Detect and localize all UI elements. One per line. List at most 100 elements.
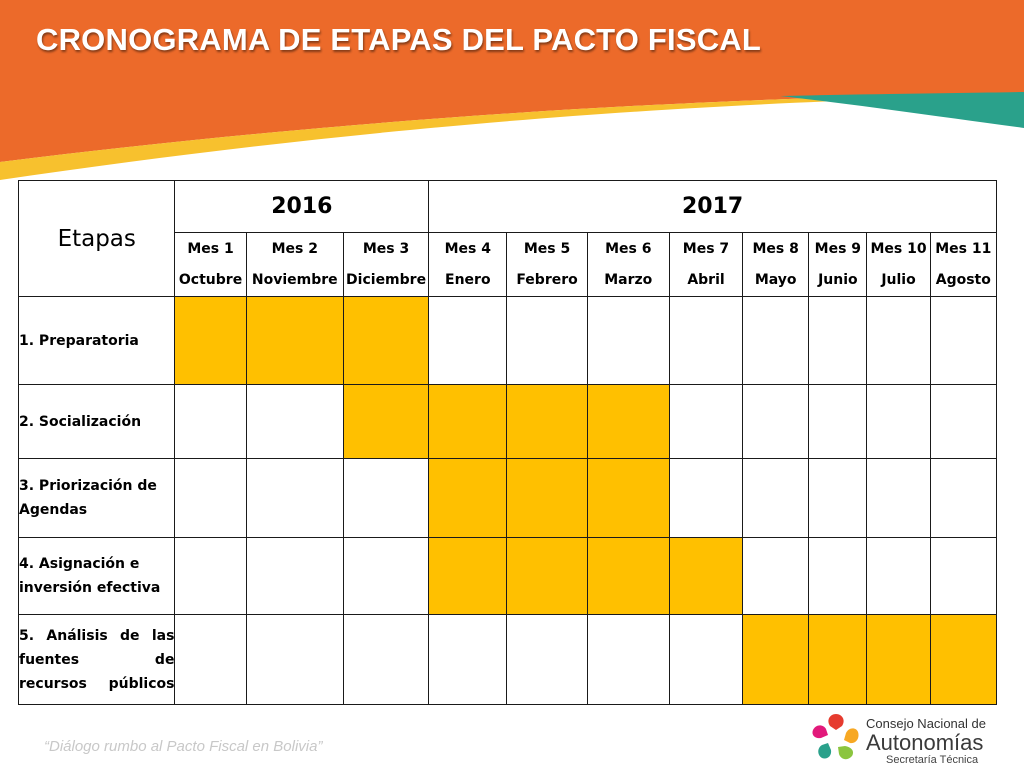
- month-row: Mes 1 Octubre Mes 2 Noviembre Mes 3 Diciemb…: [19, 232, 998, 297]
- schedule-cell-active: [586, 384, 670, 459]
- schedule-cell: [742, 296, 810, 385]
- month-number: Mes 6: [605, 240, 652, 257]
- month-name: Agosto: [935, 271, 991, 288]
- schedule-cell-active: [506, 458, 588, 538]
- stage-row: 3. Priorización de Agendas: [17, 458, 998, 538]
- logo-line-3: Secretaría Técnica: [886, 754, 979, 766]
- month-header: Mes 8 Mayo: [742, 232, 810, 297]
- schedule-cell: [174, 614, 247, 705]
- schedule-cell-active: [808, 614, 868, 705]
- month-name: Noviembre: [251, 271, 338, 288]
- logo-line-2: Autonomías: [866, 730, 984, 755]
- schedule-cell: [866, 296, 931, 385]
- month-name: Mayo: [754, 271, 797, 288]
- schedule-cell: [245, 614, 344, 705]
- year-row: Etapas 2016 2017: [17, 180, 997, 297]
- month-header: Mes 2 Noviembre: [245, 232, 344, 297]
- stage-label: 4. Asignación e inversión efectiva: [17, 537, 176, 615]
- schedule-cell: [506, 296, 588, 385]
- schedule-cell-active: [506, 537, 588, 615]
- schedule-cell: [428, 614, 508, 705]
- schedule-cell: [342, 458, 430, 538]
- schedule-cell: [808, 458, 868, 538]
- schedule-cell: [586, 296, 670, 385]
- schedule-cell: [668, 614, 744, 705]
- logo: Consejo Nacional de Autonomías Secretarí…: [808, 708, 1020, 766]
- schedule-cell-active: [245, 296, 344, 385]
- schedule-cell-active: [929, 614, 998, 705]
- schedule-cell: [866, 384, 931, 459]
- schedule-cell: [245, 384, 344, 459]
- schedule-cell: [742, 384, 810, 459]
- schedule-cell: [342, 537, 430, 615]
- schedule-cell-active: [668, 537, 744, 615]
- schedule-cell-active: [428, 458, 508, 538]
- schedule-cell: [929, 537, 998, 615]
- month-header: Mes 10 Julio: [866, 232, 931, 297]
- month-name: Junio: [818, 271, 858, 288]
- schedule-cell: [866, 458, 931, 538]
- month-header: Mes 7 Abril: [668, 232, 744, 297]
- schedule-table: Etapas 2016 2017 Mes 1 Octubre Mes 2 Novie…: [17, 180, 998, 705]
- month-header: Mes 1 Octubre: [174, 232, 247, 297]
- schedule-cell: [668, 296, 744, 385]
- month-number: Mes 3: [362, 240, 410, 257]
- year-2016: 2016: [174, 180, 430, 233]
- month-header: Mes 4 Enero: [428, 232, 508, 297]
- schedule-cell: [929, 296, 998, 385]
- stage-label: 2. Socialización: [17, 384, 176, 459]
- schedule-cell-active: [342, 384, 430, 459]
- month-number: Mes 10: [870, 240, 927, 257]
- month-name: Diciembre: [346, 271, 427, 288]
- month-name: Enero: [445, 271, 491, 288]
- schedule-cell-active: [428, 537, 508, 615]
- schedule-cell-active: [174, 296, 247, 385]
- schedule-cell-active: [586, 537, 670, 615]
- schedule-cell: [245, 537, 344, 615]
- stage-label: 1. Preparatoria: [17, 296, 176, 385]
- month-number: Mes 1: [187, 240, 234, 257]
- schedule-cell: [342, 614, 430, 705]
- month-name: Julio: [881, 271, 916, 288]
- schedule-cell: [174, 458, 247, 538]
- stage-row: 5. Análisis de las fuentes de recursos p…: [17, 614, 998, 705]
- stage-row: 2. Socialización: [17, 384, 998, 459]
- schedule-cell: [174, 384, 247, 459]
- month-number: Mes 8: [752, 240, 799, 257]
- schedule-cell: [929, 458, 998, 538]
- schedule-cell: [668, 458, 744, 538]
- schedule-cell: [742, 458, 810, 538]
- logo-mark-icon: [812, 714, 859, 760]
- month-number: Mes 9: [814, 240, 862, 257]
- month-number: Mes 7: [682, 240, 730, 257]
- schedule-cell: [808, 384, 868, 459]
- schedule-cell-active: [866, 614, 931, 705]
- month-header: Mes 5 Febrero: [506, 232, 588, 297]
- month-header: Mes 3 Diciembre: [342, 232, 430, 297]
- month-name: Febrero: [516, 271, 578, 288]
- month-header: Mes 6 Marzo: [586, 232, 670, 297]
- stage-label: 5. Análisis de las fuentes de recursos p…: [17, 614, 176, 705]
- month-number: Mes 2: [271, 240, 318, 257]
- month-number: Mes 5: [523, 240, 571, 257]
- etapas-header: Etapas: [17, 180, 176, 297]
- schedule-cell: [808, 537, 868, 615]
- schedule-cell-active: [506, 384, 588, 459]
- schedule-cell: [245, 458, 344, 538]
- schedule-cell: [428, 296, 508, 385]
- month-number: Mes 4: [444, 240, 491, 257]
- month-header: Mes 11 Agosto: [929, 232, 998, 297]
- schedule-cell: [742, 537, 810, 615]
- schedule-cell-active: [742, 614, 810, 705]
- month-name: Marzo: [604, 271, 653, 288]
- schedule-cell: [668, 384, 744, 459]
- schedule-cell: [929, 384, 998, 459]
- schedule-cell: [586, 614, 670, 705]
- schedule-cell: [174, 537, 247, 615]
- schedule-cell: [808, 296, 868, 385]
- slide-title: CRONOGRAMA DE ETAPAS DEL PACTO FISCAL: [36, 22, 762, 57]
- schedule-cell: [506, 614, 588, 705]
- stage-row: 4. Asignación e inversión efectiva: [17, 537, 998, 615]
- schedule-cell-active: [428, 384, 508, 459]
- schedule-cell-active: [586, 458, 670, 538]
